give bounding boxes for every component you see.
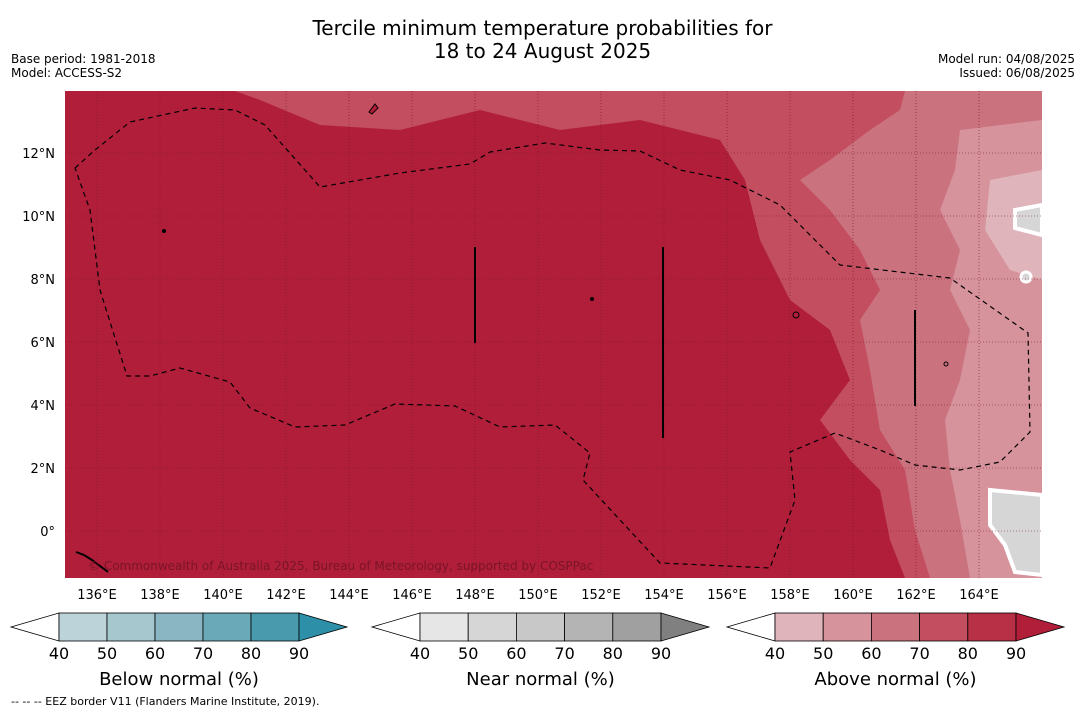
colorbar-tick-label: 60 bbox=[861, 644, 881, 663]
longitude-tick-label: 136°E bbox=[77, 588, 117, 603]
latitude-tick-label: 8°N bbox=[31, 273, 56, 288]
latitude-labels: 12°N 10°N 8°N 6°N 4°N 2°N 0° bbox=[22, 147, 55, 540]
colorbar-segment bbox=[250, 612, 300, 642]
colorbar-tick-label: 70 bbox=[909, 644, 929, 663]
colorbar-segment bbox=[564, 612, 614, 642]
map-title-line2: 18 to 24 August 2025 bbox=[433, 39, 652, 63]
colorbar-segment bbox=[467, 612, 517, 642]
colorbar-segment bbox=[871, 612, 921, 642]
probability-spot-near-normal bbox=[1019, 270, 1033, 284]
latitude-tick-label: 0° bbox=[40, 525, 55, 540]
colorbar-max-extension bbox=[298, 612, 349, 642]
longitude-tick-label: 150°E bbox=[518, 588, 558, 603]
colorbar-tick-label: 60 bbox=[506, 644, 526, 663]
model-label: Model: ACCESS-S2 bbox=[11, 66, 123, 80]
longitude-tick-label: 144°E bbox=[329, 588, 369, 603]
colorbar-tick-label: 90 bbox=[289, 644, 309, 663]
longitude-tick-label: 162°E bbox=[896, 588, 936, 603]
colorbar-tick-label: 60 bbox=[145, 644, 165, 663]
island-marker bbox=[75, 551, 109, 573]
colorbar-min-extension bbox=[9, 612, 60, 642]
island-marker bbox=[368, 103, 379, 115]
latitude-tick-label: 6°N bbox=[31, 336, 56, 351]
colorbar-min-extension bbox=[725, 612, 776, 642]
colorbar-max-extension bbox=[660, 612, 711, 642]
probability-zone-near-normal bbox=[1013, 202, 1044, 238]
colorbar-tick-label: 80 bbox=[958, 644, 978, 663]
colorbar-segment bbox=[612, 612, 662, 642]
colorbar-segment bbox=[106, 612, 156, 642]
colorbar-tick-label: 90 bbox=[651, 644, 671, 663]
latitude-tick-label: 12°N bbox=[22, 147, 55, 162]
longitude-tick-label: 142°E bbox=[266, 588, 306, 603]
colorbar-segment bbox=[58, 612, 108, 642]
colorbar-tick-label: 50 bbox=[458, 644, 478, 663]
latitude-tick-label: 10°N bbox=[22, 210, 55, 225]
island-marker bbox=[792, 311, 800, 319]
longitude-tick-label: 146°E bbox=[392, 588, 432, 603]
colorbar-above-normal: 40 50 60 70 80 90 Above normal (%) bbox=[725, 612, 1066, 690]
eez-border-west bbox=[74, 107, 1031, 569]
colorbar-title: Near normal (%) bbox=[466, 669, 615, 690]
colorbar-legends: 40 50 60 70 80 90 Below normal (%) 40 50 60 70 80 90… bbox=[9, 612, 1066, 690]
colorbar-below-normal: 40 50 60 70 80 90 Below normal (%) bbox=[9, 612, 349, 690]
longitude-tick-label: 138°E bbox=[140, 588, 180, 603]
model-run-label: Model run: 04/08/2025 bbox=[937, 52, 1075, 66]
longitude-tick-label: 158°E bbox=[770, 588, 810, 603]
base-period-label: Base period: 1981-2018 bbox=[11, 52, 156, 66]
colorbar-segment bbox=[154, 612, 204, 642]
colorbar-tick-label: 40 bbox=[765, 644, 785, 663]
colorbar-tick-label: 50 bbox=[97, 644, 117, 663]
longitude-tick-label: 156°E bbox=[707, 588, 747, 603]
colorbar-segment bbox=[419, 612, 469, 642]
colorbar-near-normal: 40 50 60 70 80 90 Near normal (%) bbox=[370, 612, 711, 690]
longitude-tick-label: 140°E bbox=[203, 588, 243, 603]
island-marker bbox=[590, 297, 594, 301]
colorbar-segment bbox=[919, 612, 969, 642]
grid-lines bbox=[65, 91, 1042, 578]
longitude-tick-label: 152°E bbox=[581, 588, 621, 603]
island-marker bbox=[943, 361, 949, 367]
colorbar-title: Below normal (%) bbox=[99, 669, 259, 690]
latitude-tick-label: 2°N bbox=[31, 462, 56, 477]
map-title-line1: Tercile minimum temperature probabilitie… bbox=[312, 16, 773, 40]
longitude-tick-label: 154°E bbox=[644, 588, 684, 603]
colorbar-tick-label: 40 bbox=[49, 644, 69, 663]
colorbar-tick-label: 70 bbox=[193, 644, 213, 663]
colorbar-title: Above normal (%) bbox=[814, 669, 976, 690]
colorbar-tick-label: 80 bbox=[241, 644, 261, 663]
longitude-tick-label: 164°E bbox=[959, 588, 999, 603]
colorbar-tick-label: 40 bbox=[410, 644, 430, 663]
longitude-tick-label: 160°E bbox=[833, 588, 873, 603]
copyright-text: © Commonwealth of Australia 2025, Bureau… bbox=[88, 559, 593, 573]
latitude-tick-label: 4°N bbox=[31, 399, 56, 414]
colorbar-segment bbox=[774, 612, 824, 642]
colorbar-segment bbox=[967, 612, 1017, 642]
eez-footnote: -- -- -- EEZ border V11 (Flanders Marine… bbox=[11, 695, 320, 708]
island-marker bbox=[162, 229, 166, 233]
colorbar-segment bbox=[516, 612, 566, 642]
map-panel: © Commonwealth of Australia 2025, Bureau… bbox=[65, 91, 1044, 578]
colorbar-segment bbox=[202, 612, 252, 642]
colorbar-tick-label: 70 bbox=[554, 644, 574, 663]
probability-zone-near-normal-south bbox=[988, 487, 1044, 578]
colorbar-tick-label: 80 bbox=[603, 644, 623, 663]
colorbar-min-extension bbox=[370, 612, 421, 642]
colorbar-tick-label: 90 bbox=[1006, 644, 1026, 663]
colorbar-segment bbox=[822, 612, 872, 642]
longitude-tick-label: 148°E bbox=[455, 588, 495, 603]
colorbar-tick-label: 50 bbox=[813, 644, 833, 663]
colorbar-max-extension bbox=[1015, 612, 1066, 642]
longitude-labels: 136°E 138°E 140°E 142°E 144°E 146°E 148°E 150°E… bbox=[77, 588, 999, 603]
issued-label: Issued: 06/08/2025 bbox=[959, 66, 1075, 80]
